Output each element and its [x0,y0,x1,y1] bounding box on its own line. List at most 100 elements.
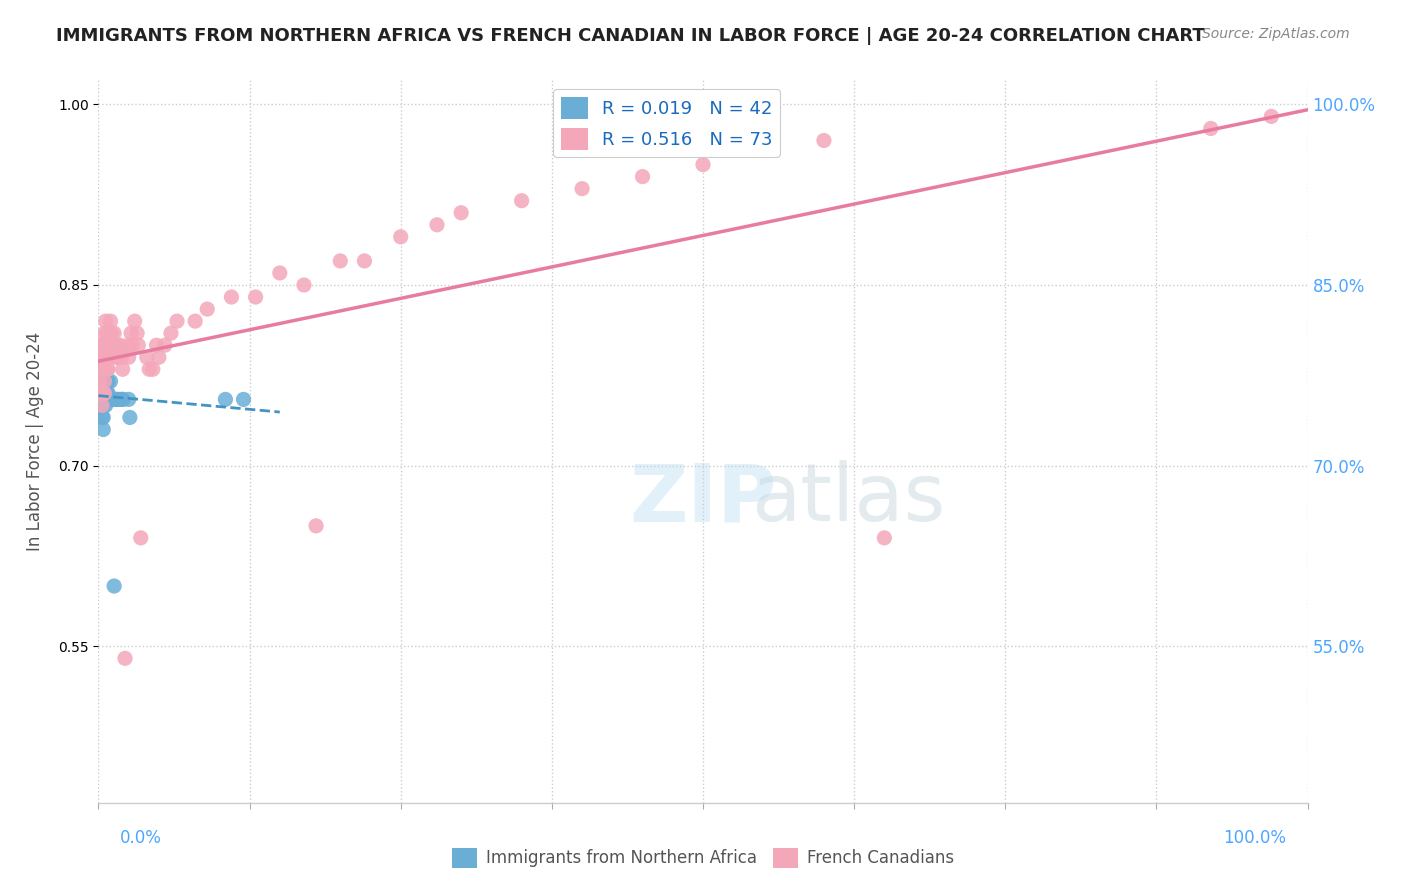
Point [91,410,114,425]
Point [91,398,114,412]
Point [98,392,121,407]
Point [108,392,131,407]
Point [127,326,149,340]
Point [94,386,117,401]
Point [121,338,143,352]
Point [93,338,115,352]
Point [305,519,328,533]
Point [91,398,114,412]
Text: IMMIGRANTS FROM NORTHERN AFRICA VS FRENCH CANADIAN IN LABOR FORCE | AGE 20-24 CO: IMMIGRANTS FROM NORTHERN AFRICA VS FRENC… [56,27,1205,45]
Point [105,338,128,352]
Point [292,277,315,292]
Point [232,392,254,407]
Point [103,392,125,407]
Point [118,350,141,364]
Point [120,326,142,340]
Point [91,350,114,364]
Point [145,338,167,352]
Point [91,386,114,401]
Point [94,392,117,407]
Point [91,386,114,401]
Point [97,386,120,401]
Point [97,392,120,407]
Text: atlas: atlas [751,460,945,539]
Point [97,362,120,376]
Point [91,423,114,437]
Point [107,350,129,364]
Point [89,375,111,389]
Point [101,338,124,352]
Point [100,375,122,389]
Point [450,205,472,219]
Point [195,301,218,317]
Point [93,386,115,401]
Point [100,392,122,407]
Point [90,362,112,376]
Point [1260,109,1282,123]
Legend: R = 0.019   N = 42, R = 0.516   N = 73: R = 0.019 N = 42, R = 0.516 N = 73 [554,89,780,157]
Point [110,350,132,364]
Point [91,362,114,376]
Point [114,651,136,665]
Point [426,218,449,232]
Point [91,386,114,401]
Point [111,392,134,407]
Point [94,398,117,412]
Point [692,158,714,172]
Point [90,350,112,364]
Point [103,579,125,593]
Point [184,314,207,328]
Point [329,254,352,268]
Point [153,338,176,352]
Point [124,314,146,328]
Point [148,350,170,364]
Point [631,169,654,184]
Point [96,350,118,364]
Point [98,350,121,364]
Point [97,350,120,364]
Text: 0.0%: 0.0% [120,829,162,847]
Point [91,375,114,389]
Point [160,326,183,340]
Point [93,392,115,407]
Point [245,290,267,304]
Text: Source: ZipAtlas.com: Source: ZipAtlas.com [1202,27,1350,41]
Point [96,375,118,389]
Point [96,362,118,376]
Point [93,375,115,389]
Point [91,410,114,425]
Point [90,350,112,364]
Text: 100.0%: 100.0% [1223,829,1286,847]
Point [135,350,157,364]
Point [142,362,165,376]
Point [91,362,114,376]
Point [98,338,121,352]
Point [91,386,114,401]
Point [111,362,134,376]
Point [101,392,124,407]
Point [96,326,118,340]
Point [93,392,115,407]
Point [103,326,125,340]
Point [127,338,149,352]
Point [93,326,115,340]
Point [873,531,896,545]
Point [108,338,131,352]
Point [118,392,141,407]
Point [89,375,111,389]
Point [97,375,120,389]
Point [571,181,593,195]
Point [214,392,236,407]
Point [118,410,141,425]
Point [96,386,118,401]
Point [100,314,122,328]
Point [93,338,115,352]
Point [97,338,120,352]
Point [813,133,835,147]
Point [96,350,118,364]
Point [166,314,188,328]
Point [105,392,128,407]
Legend: Immigrants from Northern Africa, French Canadians: Immigrants from Northern Africa, French … [446,841,960,875]
Point [93,375,115,389]
Point [269,266,291,280]
